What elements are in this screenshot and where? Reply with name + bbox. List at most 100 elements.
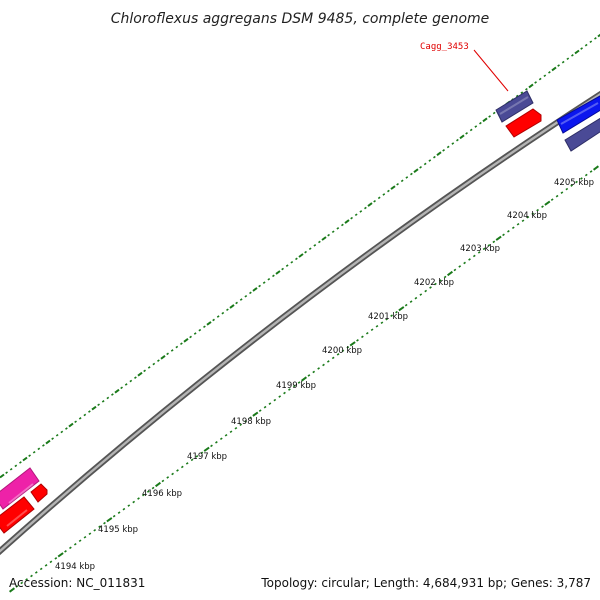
minor-tick: [137, 497, 140, 500]
minor-tick: [229, 430, 233, 434]
minor-tick: [341, 349, 345, 353]
minor-tick: [350, 216, 353, 220]
minor-tick: [295, 257, 298, 261]
major-tick: [68, 422, 74, 428]
major-tick: [275, 270, 281, 275]
scale-label: 4195 kbp: [98, 525, 138, 535]
minor-tick: [51, 437, 54, 440]
minor-tick: [400, 179, 404, 183]
minor-tick: [526, 215, 530, 219]
minor-tick: [336, 353, 340, 356]
minor-tick: [215, 441, 218, 444]
minor-tick: [171, 472, 174, 476]
minor-tick: [32, 450, 36, 454]
minor-tick: [387, 189, 390, 193]
gene-cagg-3453[interactable]: [495, 90, 534, 123]
minor-tick: [331, 356, 335, 360]
minor-tick: [560, 191, 564, 194]
minor-tick: [580, 177, 583, 180]
minor-tick: [474, 125, 478, 128]
gene-label[interactable]: Cagg_3453: [420, 42, 469, 52]
minor-tick: [44, 564, 48, 567]
minor-tick: [364, 206, 367, 210]
gene-red-small-arrow[interactable]: [30, 483, 48, 503]
minor-tick: [451, 142, 455, 145]
minor-tick: [290, 260, 294, 264]
minor-tick: [326, 360, 330, 363]
minor-tick: [180, 342, 183, 346]
major-tick: [482, 117, 488, 123]
minor-tick: [434, 282, 437, 286]
minor-tick: [589, 170, 593, 173]
minor-tick: [142, 493, 145, 497]
minor-tick: [410, 172, 413, 176]
minor-tick: [78, 417, 82, 420]
major-tick: [137, 371, 143, 377]
gene-red-left[interactable]: [0, 496, 35, 534]
map-title: Chloroflexus aggregans DSM 9485, complet…: [111, 11, 490, 27]
minor-tick: [161, 479, 165, 483]
gene-navy-right[interactable]: [564, 116, 600, 152]
minor-tick: [258, 409, 262, 412]
minor-tick: [423, 162, 427, 166]
minor-tick: [468, 258, 471, 261]
major-tick: [344, 219, 350, 224]
minor-tick: [166, 352, 169, 356]
minor-tick: [249, 291, 252, 295]
minor-tick: [19, 461, 22, 464]
minor-tick: [103, 521, 106, 525]
minor-tick: [49, 560, 53, 564]
gene-pink[interactable]: [0, 467, 40, 510]
minor-tick: [267, 277, 271, 281]
major-tick: [459, 134, 465, 140]
gene-label-leader: [473, 49, 509, 92]
minor-tick: [157, 359, 160, 362]
minor-tick: [492, 111, 496, 115]
minor-tick: [565, 187, 569, 191]
minor-tick: [189, 335, 192, 339]
gene-blue[interactable]: [556, 95, 600, 134]
scale-label: 4204 kbp: [507, 211, 547, 221]
major-tick: [45, 439, 51, 445]
accession-text: Accession: NC_011831: [9, 576, 145, 590]
minor-tick: [69, 546, 72, 550]
scale-label: 4194 kbp: [55, 562, 95, 572]
minor-tick: [536, 208, 539, 212]
minor-tick: [143, 369, 146, 373]
minor-tick: [226, 308, 229, 312]
minor-tick: [83, 535, 87, 539]
scale-label: 4200 kbp: [322, 346, 362, 356]
major-tick: [298, 253, 304, 258]
minor-tick: [283, 391, 286, 395]
major-tick: [367, 202, 373, 207]
minor-tick: [127, 504, 131, 507]
minor-tick: [492, 240, 496, 244]
gene-red-right[interactable]: [505, 108, 542, 138]
minor-tick: [304, 250, 307, 254]
major-tick: [413, 168, 419, 173]
minor-tick: [359, 210, 363, 213]
major-tick: [551, 66, 557, 72]
minor-tick: [482, 247, 486, 251]
minor-tick: [438, 279, 442, 282]
minor-tick: [212, 318, 215, 322]
minor-tick: [129, 379, 133, 383]
minor-tick: [419, 165, 422, 169]
major-tick: [114, 388, 120, 394]
minor-tick: [589, 40, 593, 44]
minor-tick: [185, 462, 189, 465]
minor-tick: [575, 180, 578, 184]
major-tick: [321, 236, 327, 241]
minor-tick: [146, 490, 150, 493]
minor-tick: [210, 444, 213, 448]
scale-label: 4197 kbp: [187, 452, 227, 462]
minor-tick: [98, 525, 101, 528]
minor-tick: [151, 486, 155, 490]
minor-tick: [370, 328, 374, 332]
minor-tick: [477, 251, 481, 254]
minor-tick: [15, 585, 19, 588]
minor-tick: [414, 296, 418, 300]
minor-tick: [429, 286, 432, 289]
minor-tick: [297, 381, 301, 384]
